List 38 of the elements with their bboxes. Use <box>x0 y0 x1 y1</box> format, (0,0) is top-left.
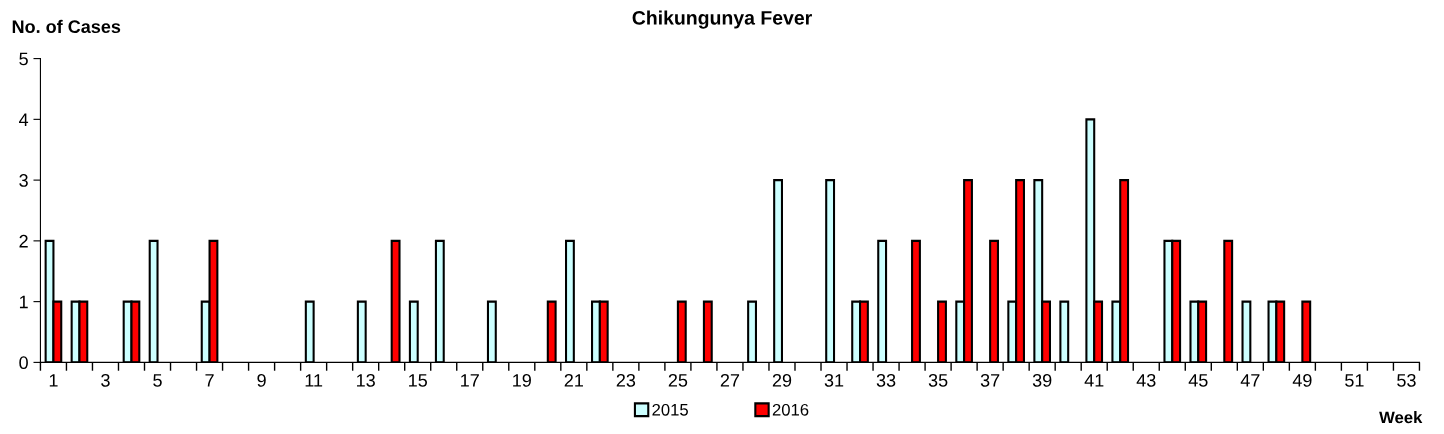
x-tick-label: 31 <box>824 373 844 387</box>
y-tick-label: 1 <box>19 295 28 309</box>
x-tick-label: 11 <box>305 374 323 387</box>
chart-title: Chikungunya Fever <box>632 10 812 29</box>
x-tick-label: 49 <box>1292 373 1312 387</box>
x-tick-label: 39 <box>1032 373 1052 387</box>
x-tick-label: 25 <box>668 373 688 387</box>
y-tick-label: 2 <box>19 234 28 248</box>
legend-label: 2015 <box>652 403 688 416</box>
x-tick-label: 21 <box>564 373 583 387</box>
x-tick-label: 37 <box>980 373 1000 387</box>
x-tick-label: 51 <box>1345 374 1364 387</box>
x-tick-label: 41 <box>1084 374 1104 387</box>
y-tick-label: 5 <box>19 52 28 66</box>
x-tick-label: 3 <box>101 373 110 387</box>
x-tick-label: 45 <box>1188 374 1208 387</box>
x-tick-label: 27 <box>720 373 740 387</box>
x-axis-title: Week <box>1379 411 1423 424</box>
x-tick-label: 47 <box>1240 374 1260 387</box>
x-tick-label: 43 <box>1136 373 1156 387</box>
y-tick-label: 0 <box>19 356 28 370</box>
x-tick-label: 23 <box>616 373 636 387</box>
x-tick-label: 7 <box>205 374 214 387</box>
x-tick-label: 9 <box>257 373 266 387</box>
y-tick-label: 4 <box>19 113 29 126</box>
x-tick-label: 17 <box>461 374 479 387</box>
x-tick-label: 33 <box>876 373 896 387</box>
y-tick-label: 3 <box>19 174 28 187</box>
legend-label: 2016 <box>772 403 809 416</box>
x-tick-label: 53 <box>1397 373 1416 387</box>
x-tick-label: 1 <box>49 374 58 387</box>
x-tick-label: 19 <box>513 373 531 387</box>
x-tick-label: 13 <box>357 373 375 387</box>
x-tick-label: 35 <box>928 373 948 387</box>
x-tick-label: 5 <box>153 374 162 387</box>
x-tick-label: 15 <box>409 374 427 387</box>
x-tick-label: 29 <box>772 373 792 387</box>
y-axis-title: No. of Cases <box>12 19 121 34</box>
